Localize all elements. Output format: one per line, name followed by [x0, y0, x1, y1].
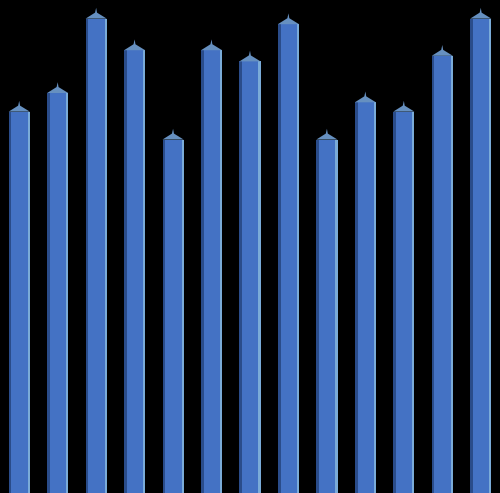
Bar — [12, 111, 28, 493]
Polygon shape — [470, 8, 492, 19]
Polygon shape — [316, 129, 338, 140]
Polygon shape — [8, 101, 30, 111]
Bar — [489, 19, 492, 493]
Bar — [473, 19, 489, 493]
Bar — [451, 56, 453, 493]
Bar — [28, 111, 30, 493]
Polygon shape — [278, 13, 299, 24]
Polygon shape — [201, 39, 222, 50]
Bar — [86, 19, 88, 493]
Bar — [220, 50, 222, 493]
Bar — [124, 50, 127, 493]
Polygon shape — [432, 45, 453, 56]
Bar — [319, 140, 336, 493]
Bar — [166, 140, 182, 493]
Bar — [316, 140, 319, 493]
Polygon shape — [47, 82, 68, 93]
Bar — [127, 50, 143, 493]
Bar — [204, 50, 220, 493]
Bar — [50, 93, 66, 493]
Bar — [182, 140, 184, 493]
Bar — [242, 62, 258, 493]
Bar — [374, 103, 376, 493]
Bar — [278, 24, 280, 493]
Bar — [396, 111, 412, 493]
Bar — [355, 103, 358, 493]
Bar — [162, 140, 165, 493]
Bar — [8, 111, 12, 493]
Polygon shape — [394, 101, 414, 111]
Bar — [297, 24, 299, 493]
Bar — [412, 111, 414, 493]
Bar — [47, 93, 50, 493]
Polygon shape — [124, 39, 145, 50]
Polygon shape — [240, 51, 260, 62]
Bar — [470, 19, 473, 493]
Bar — [66, 93, 68, 493]
Polygon shape — [86, 8, 106, 19]
Polygon shape — [355, 92, 376, 103]
Bar — [432, 56, 434, 493]
Bar — [143, 50, 145, 493]
Bar — [358, 103, 374, 493]
Bar — [394, 111, 396, 493]
Bar — [280, 24, 297, 493]
Bar — [201, 50, 203, 493]
Bar — [258, 62, 260, 493]
Polygon shape — [162, 129, 184, 140]
Bar — [104, 19, 106, 493]
Bar — [336, 140, 338, 493]
Bar — [240, 62, 242, 493]
Bar — [88, 19, 104, 493]
Bar — [434, 56, 451, 493]
